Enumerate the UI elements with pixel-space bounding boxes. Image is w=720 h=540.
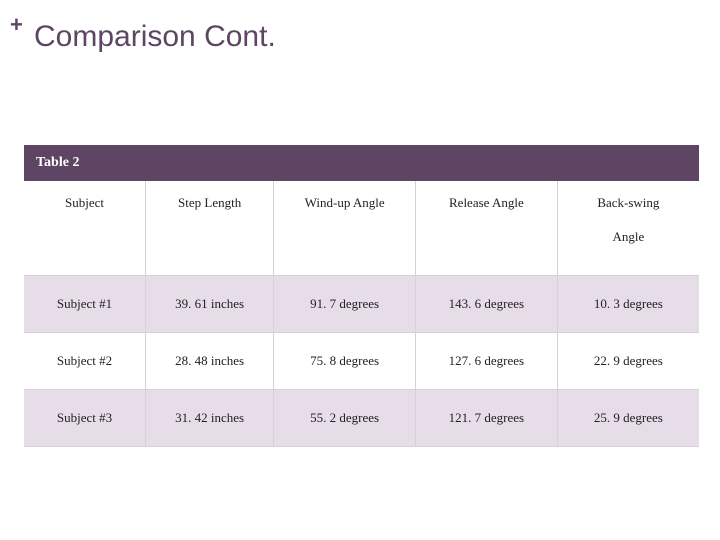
cell-backswing: 25. 9 degrees: [557, 390, 699, 447]
cell-backswing: 10. 3 degrees: [557, 276, 699, 333]
table-caption: Table 2: [24, 145, 699, 181]
col-header-step-length: Step Length: [146, 181, 274, 276]
cell-step: 31. 42 inches: [146, 390, 274, 447]
cell-windup: 75. 8 degrees: [274, 333, 416, 390]
data-table: Table 2 Subject Step Length Wind-up Angl…: [24, 145, 699, 447]
cell-release: 127. 6 degrees: [416, 333, 558, 390]
cell-backswing: 22. 9 degrees: [557, 333, 699, 390]
table-row: Subject #1 39. 61 inches 91. 7 degrees 1…: [24, 276, 699, 333]
col-label: Subject: [65, 195, 104, 210]
cell-release: 121. 7 degrees: [416, 390, 558, 447]
comparison-table: Subject Step Length Wind-up Angle Releas…: [24, 181, 699, 447]
table-row: Subject #2 28. 48 inches 75. 8 degrees 1…: [24, 333, 699, 390]
cell-subject: Subject #1: [24, 276, 146, 333]
cell-release: 143. 6 degrees: [416, 276, 558, 333]
cell-windup: 55. 2 degrees: [274, 390, 416, 447]
col-header-backswing: Back-swing Angle: [557, 181, 699, 276]
cell-step: 39. 61 inches: [146, 276, 274, 333]
col-label: Step Length: [178, 195, 241, 210]
cell-windup: 91. 7 degrees: [274, 276, 416, 333]
col-label: Release Angle: [449, 195, 524, 210]
cell-step: 28. 48 inches: [146, 333, 274, 390]
table-header-row: Subject Step Length Wind-up Angle Releas…: [24, 181, 699, 276]
cell-subject: Subject #3: [24, 390, 146, 447]
col-sublabel: Angle: [564, 229, 693, 245]
table-row: Subject #3 31. 42 inches 55. 2 degrees 1…: [24, 390, 699, 447]
page-title: Comparison Cont.: [34, 20, 276, 54]
col-header-release: Release Angle: [416, 181, 558, 276]
col-label: Wind-up Angle: [305, 195, 385, 210]
col-header-windup: Wind-up Angle: [274, 181, 416, 276]
plus-icon: +: [10, 12, 23, 38]
col-header-subject: Subject: [24, 181, 146, 276]
cell-subject: Subject #2: [24, 333, 146, 390]
col-label: Back-swing: [597, 195, 659, 210]
